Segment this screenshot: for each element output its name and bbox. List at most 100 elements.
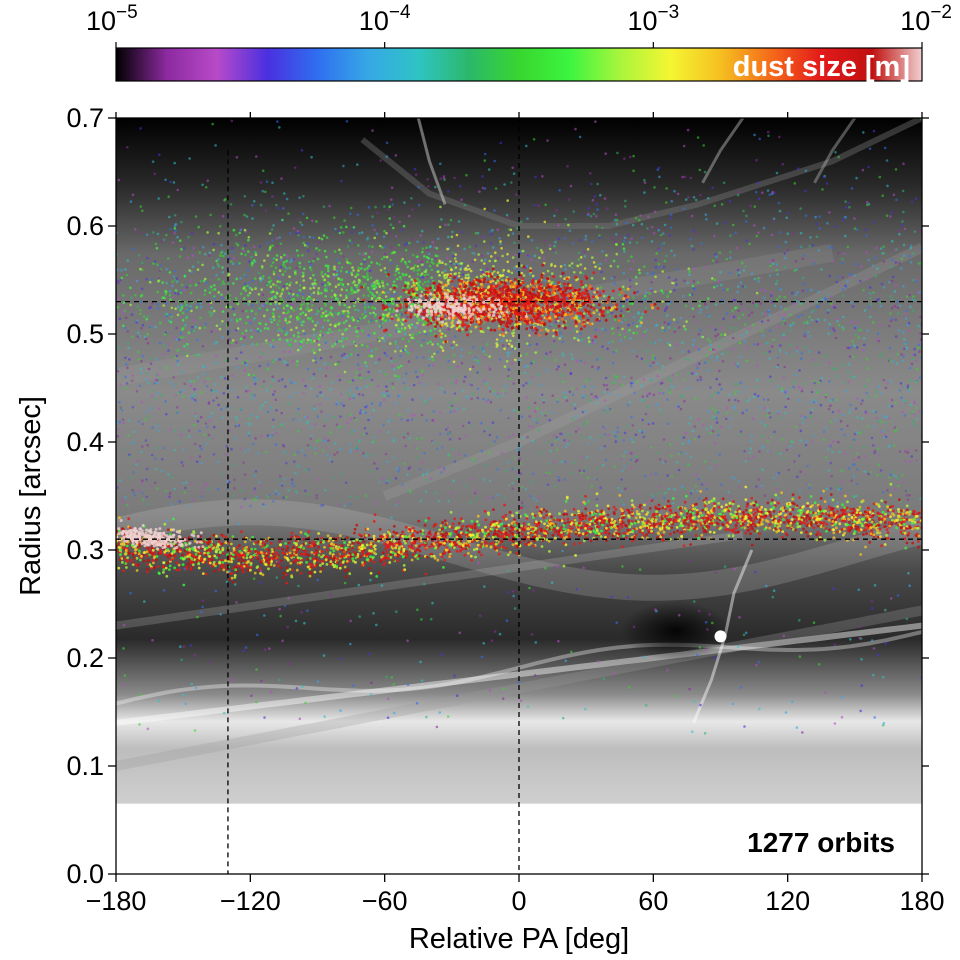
dust-particle: [616, 426, 620, 430]
dust-particle: [364, 308, 367, 312]
dust-particle: [564, 460, 567, 464]
dust-particle: [385, 231, 388, 235]
dust-particle: [763, 312, 766, 315]
dust-particle: [317, 310, 320, 313]
dust-particle: [827, 407, 831, 411]
dust-particle: [784, 256, 787, 260]
dust-particle: [610, 237, 614, 241]
dust-particle: [850, 479, 853, 482]
dust-particle: [904, 317, 908, 320]
dust-particle: [272, 312, 275, 316]
dust-particle: [879, 323, 882, 327]
dust-particle: [803, 334, 807, 338]
dust-particle: [691, 284, 695, 288]
dust-particle: [234, 424, 238, 428]
dust-particle: [898, 329, 901, 332]
dust-particle: [372, 408, 376, 412]
dust-particle: [410, 267, 413, 271]
dust-particle: [714, 253, 717, 256]
dust-particle: [520, 264, 524, 267]
dust-particle: [201, 263, 204, 267]
dust-particle: [900, 257, 904, 261]
dust-particle: [131, 374, 134, 378]
dust-particle: [639, 324, 642, 327]
dust-particle: [905, 494, 909, 497]
dust-particle: [699, 193, 702, 197]
dust-particle: [313, 423, 317, 426]
dust-particle: [427, 469, 431, 472]
dust-particle: [289, 395, 292, 399]
dust-particle: [510, 362, 514, 366]
dust-particle: [703, 361, 707, 365]
dust-particle: [293, 460, 296, 464]
dust-particle: [336, 362, 339, 365]
dust-particle: [181, 319, 185, 322]
dust-particle: [426, 248, 429, 252]
dust-particle: [630, 452, 634, 455]
dust-particle: [692, 343, 695, 347]
dust-particle: [836, 319, 839, 323]
dust-particle: [299, 271, 302, 274]
dust-particle: [172, 295, 175, 299]
dust-particle: [401, 483, 404, 487]
dust-particle: [330, 460, 334, 464]
dust-particle: [353, 429, 357, 432]
dust-particle: [769, 260, 772, 263]
dust-particle: [371, 224, 374, 227]
dust-particle: [116, 306, 120, 309]
dust-particle: [619, 304, 623, 307]
dust-particle: [174, 229, 177, 232]
dust-particle: [282, 263, 285, 267]
dust-particle: [288, 378, 291, 382]
dust-particle: [775, 488, 779, 491]
dust-particle: [834, 225, 837, 228]
dust-particle: [381, 298, 385, 302]
dust-particle: [703, 170, 707, 174]
dust-particle: [222, 254, 225, 258]
dust-particle: [355, 330, 358, 333]
dust-particle: [394, 401, 398, 405]
dust-particle: [759, 288, 762, 292]
dust-particle: [302, 236, 306, 239]
dust-particle: [673, 330, 676, 334]
dust-particle: [270, 320, 273, 324]
dust-particle: [889, 215, 892, 218]
dust-particle: [596, 263, 600, 267]
dust-particle: [714, 391, 717, 395]
dust-particle: [892, 360, 895, 363]
dust-particle: [390, 246, 393, 249]
dust-particle: [655, 403, 658, 407]
dust-particle: [426, 284, 429, 288]
dust-particle: [455, 233, 459, 237]
dust-particle: [855, 228, 859, 231]
dust-particle: [155, 358, 159, 361]
dust-particle: [817, 380, 821, 384]
dust-particle: [652, 361, 655, 364]
dust-particle: [484, 353, 488, 357]
dust-particle: [209, 437, 212, 441]
dust-particle: [790, 440, 793, 443]
dust-particle: [479, 346, 483, 350]
dust-particle: [431, 343, 434, 346]
dust-particle: [263, 259, 266, 262]
dust-particle: [244, 329, 248, 333]
dust-particle: [508, 376, 511, 380]
dust-particle: [602, 294, 606, 298]
dust-particle: [229, 203, 233, 206]
dust-particle: [666, 474, 669, 477]
dust-particle: [845, 286, 848, 289]
dust-particle: [244, 450, 247, 453]
dust-particle: [294, 339, 297, 343]
dust-particle: [448, 437, 452, 441]
dust-particle: [885, 159, 889, 162]
dust-particle: [154, 397, 157, 400]
dust-particle: [557, 319, 560, 323]
dust-particle: [145, 372, 149, 375]
dust-particle: [367, 244, 371, 248]
dust-particle: [656, 492, 659, 495]
dust-particle: [246, 268, 250, 272]
dust-particle: [474, 492, 477, 495]
dust-particle: [782, 322, 785, 326]
dust-particle: [349, 413, 353, 416]
dust-particle: [275, 203, 278, 207]
